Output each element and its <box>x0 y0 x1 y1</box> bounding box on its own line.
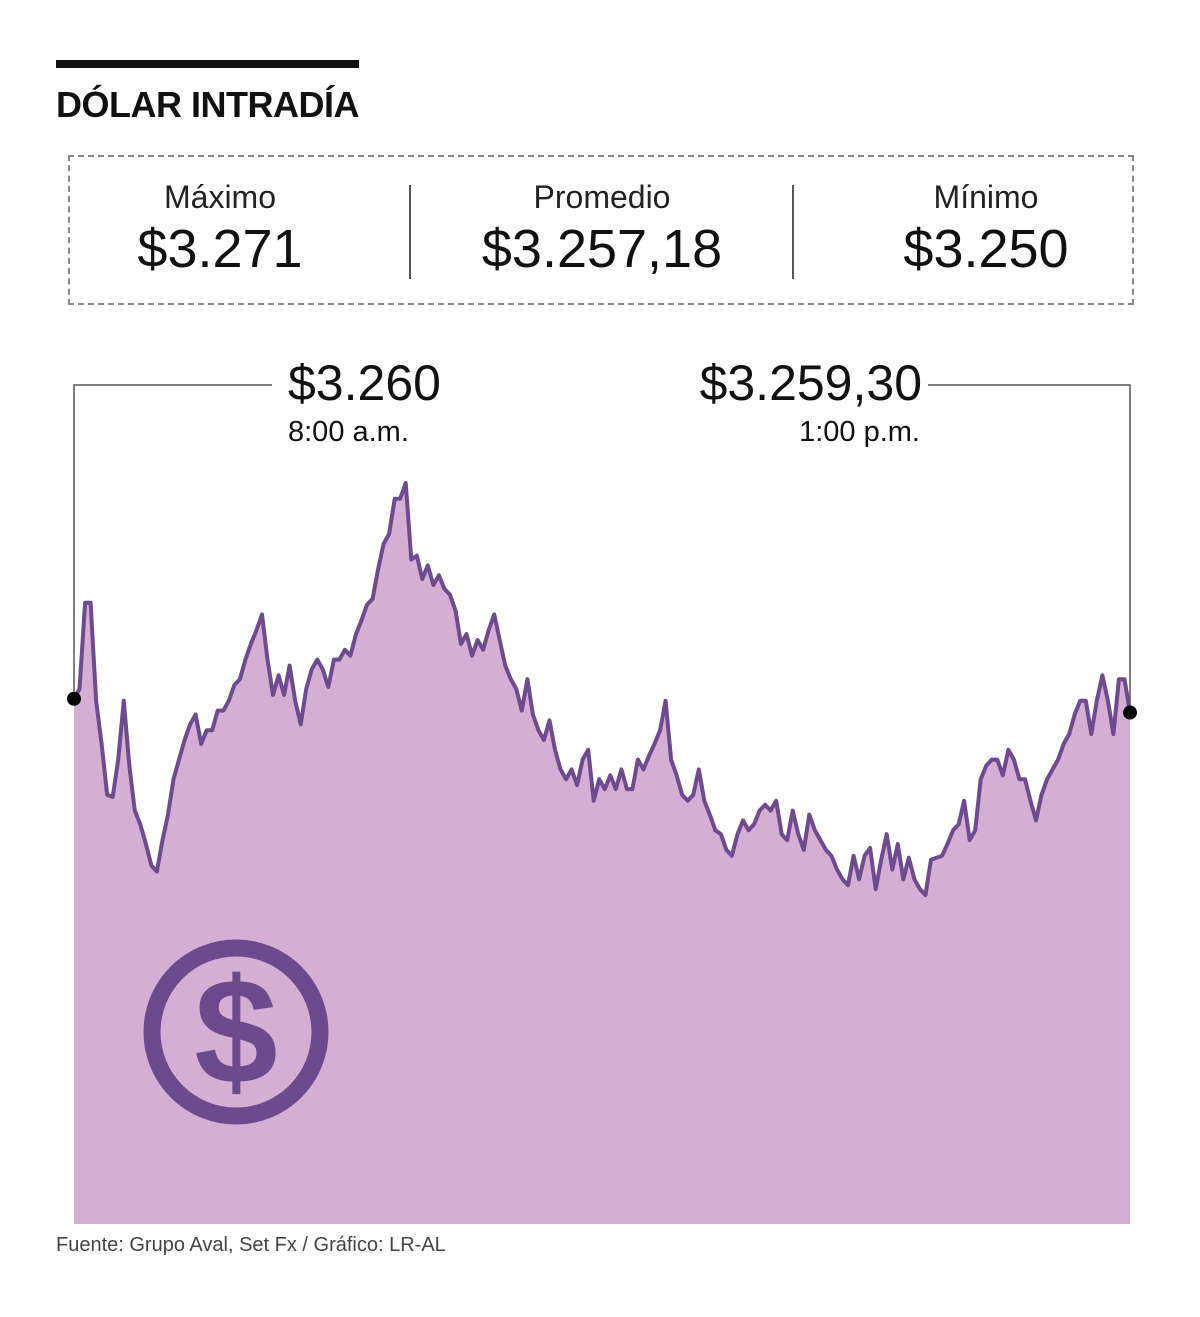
stat-divider <box>792 185 794 279</box>
page-title: DÓLAR INTRADÍA <box>56 84 359 125</box>
close-time-label: 1:00 p.m. <box>799 416 920 448</box>
stat-avg: Promedio $3.257,18 <box>432 179 772 280</box>
source-note: Fuente: Grupo Aval, Set Fx / Gráfico: LR… <box>56 1234 446 1256</box>
open-time-label: 8:00 a.m. <box>288 416 409 448</box>
open-value-label: $3.260 <box>288 355 441 411</box>
close-point <box>1123 705 1137 720</box>
stats-box: Máximo $3.271 Promedio $3.257,18 Mínimo … <box>68 155 1134 305</box>
stat-avg-label: Promedio <box>533 179 671 215</box>
stat-max: Máximo $3.271 <box>50 179 390 280</box>
open-point <box>67 691 81 706</box>
close-leader-line <box>928 384 1131 715</box>
dollar-coin-icon: $ <box>143 939 329 1125</box>
stat-min-value: $3.250 <box>903 219 1069 279</box>
stat-min-label: Mínimo <box>933 179 1039 215</box>
stat-divider <box>409 185 411 279</box>
stat-max-value: $3.271 <box>137 219 303 279</box>
title-rule <box>56 60 359 68</box>
svg-text:$: $ <box>194 947 277 1115</box>
stat-min: Mínimo $3.250 <box>816 179 1156 280</box>
stat-avg-value: $3.257,18 <box>481 219 723 279</box>
stat-max-label: Máximo <box>163 179 276 215</box>
price-area <box>74 483 1130 1224</box>
price-line <box>72 481 1132 897</box>
close-value-label: $3.259,30 <box>699 355 922 411</box>
open-leader-line <box>73 384 272 704</box>
